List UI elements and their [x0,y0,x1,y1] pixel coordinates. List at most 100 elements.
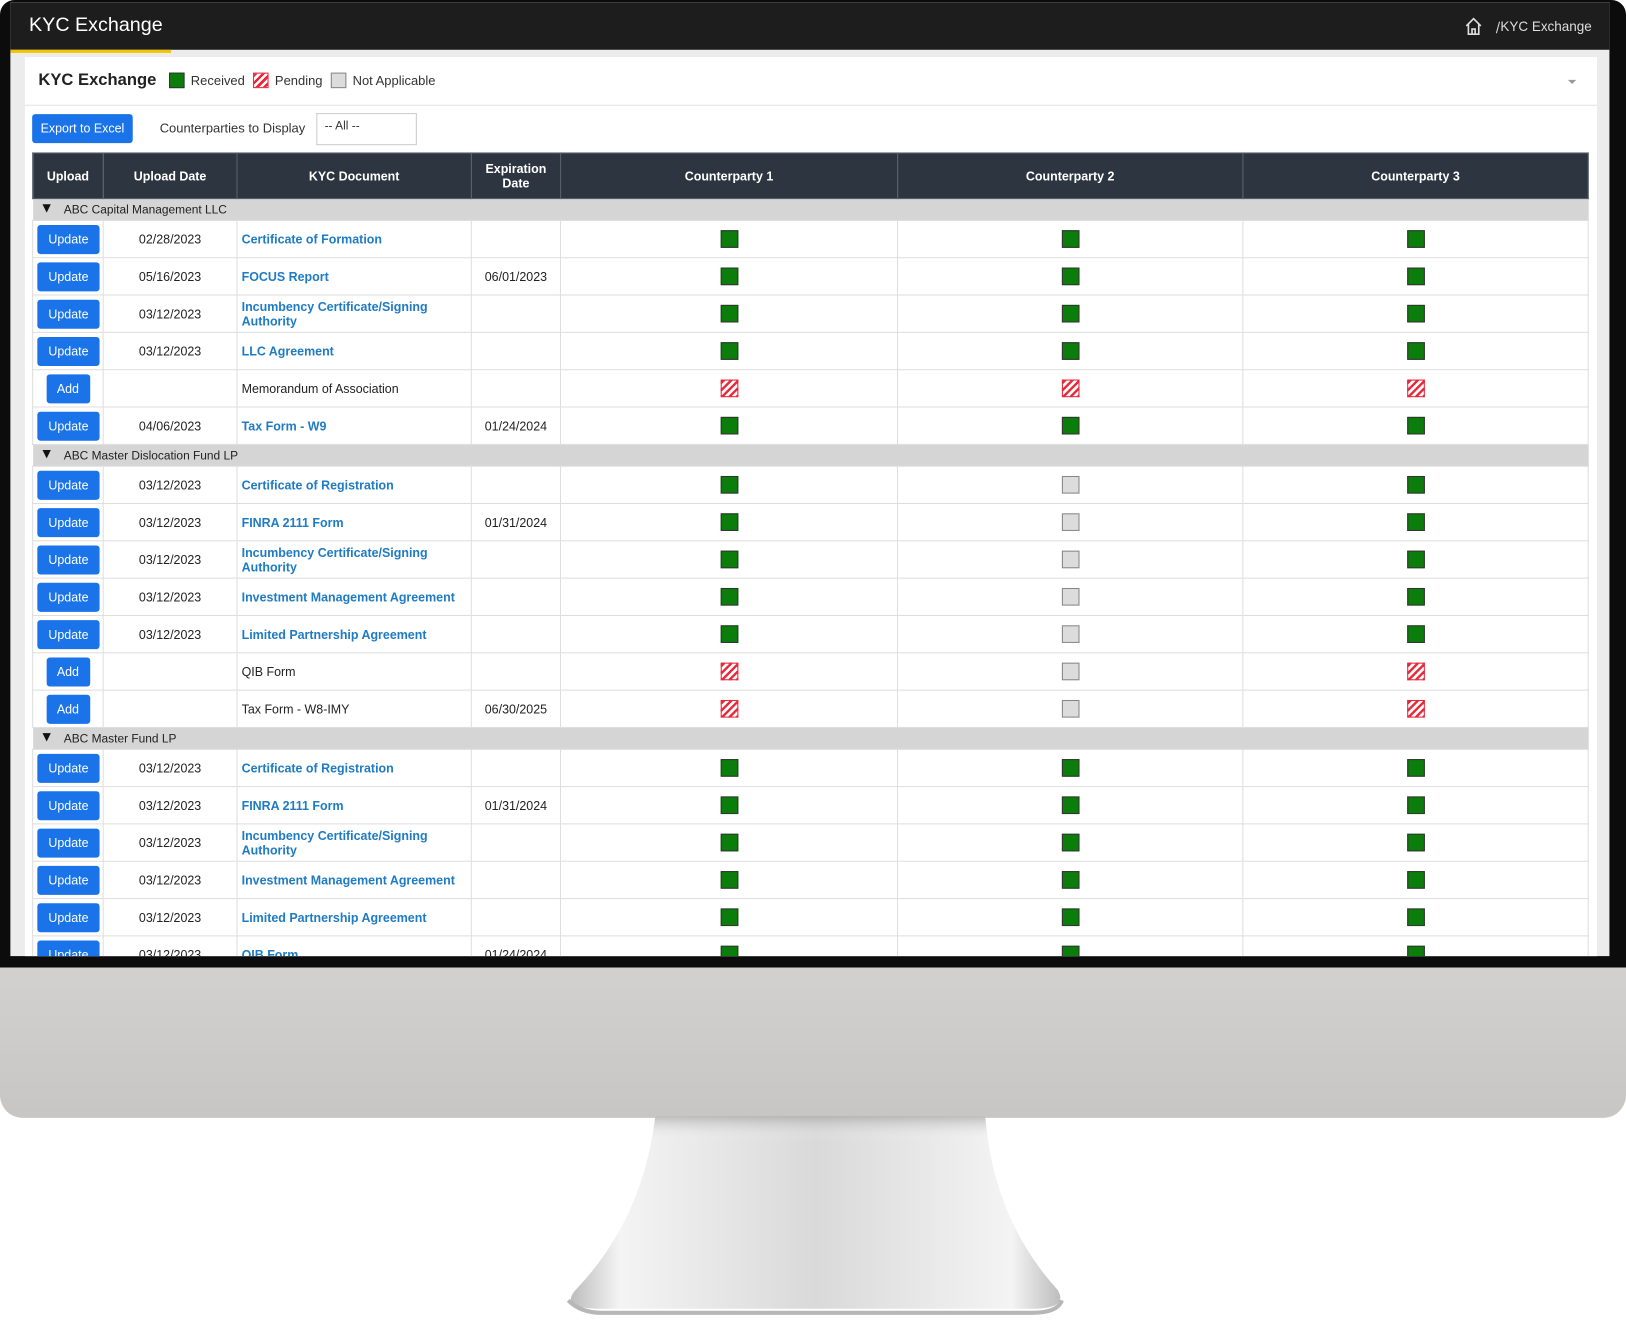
upload-button[interactable]: Add [46,373,90,403]
upload-cell: Add [32,369,104,408]
document-row: Add Tax Form - W8-IMY 06/30/2025 [32,689,1589,728]
document-cell: FOCUS Report [236,257,472,296]
status-indicator [1061,796,1079,815]
upload-button[interactable]: Add [46,656,90,686]
document-link[interactable]: Incumbency Certificate/Signing Authority [241,828,428,858]
document-link[interactable]: FINRA 2111 Form [241,797,344,813]
status-cell [1242,294,1589,333]
upload-button[interactable]: Update [37,753,100,783]
upload-button[interactable]: Update [37,582,100,612]
upload-button[interactable]: Update [37,865,100,895]
upload-button[interactable]: Add [46,694,90,724]
upload-cell: Update [32,823,104,862]
upload-button[interactable]: Update [37,828,100,858]
status-indicator [1406,416,1425,435]
document-row: Update 02/28/2023 Certificate of Formation [32,219,1589,259]
expiration-date: 01/31/2024 [484,797,548,813]
expiration-cell: 01/31/2024 [470,502,562,542]
document-link[interactable]: LLC Agreement [241,343,334,359]
group-toggle[interactable] [41,203,58,213]
status-indicator [1061,699,1079,718]
status-cell [559,823,899,862]
status-indicator [1406,871,1425,889]
status-cell [1242,406,1589,445]
breadcrumb[interactable]: KYC Exchange [1500,18,1592,35]
upload-button[interactable]: Update [37,224,100,254]
stand-shade [575,1115,1058,1291]
document-cell: QIB Form [236,652,472,691]
document-link[interactable]: Certificate of Formation [241,231,382,247]
upload-button[interactable]: Update [37,790,100,820]
upload-button[interactable]: Update [37,299,100,329]
upload-button[interactable]: Update [37,544,100,574]
legend: Received Pending Not Applicable [169,72,435,89]
document-cell: Memorandum of Association [236,369,472,408]
upload-button[interactable]: Update [37,619,100,649]
upload-button[interactable]: Update [37,902,100,932]
status-cell [1242,748,1589,788]
upload-button[interactable]: Update [37,411,100,441]
upload-date: 03/12/2023 [138,947,202,957]
document-link[interactable]: Investment Management Agreement [241,872,455,888]
status-cell [1242,652,1589,691]
status-cell [1242,331,1589,371]
status-cell [1242,540,1589,579]
document-link[interactable]: Certificate of Registration [241,760,394,776]
status-indicator [720,759,738,777]
document-link[interactable]: Tax Form - W9 [241,418,327,433]
status-indicator [720,475,738,494]
upload-button[interactable]: Update [37,470,100,500]
status-indicator [1061,587,1079,606]
kyc-table: Upload Upload Date KYC Document Expiration … [32,152,1589,957]
document-row: Update 03/12/2023 Certificate of Registrat… [32,465,1589,504]
breadcrumb-icons [1465,17,1501,36]
status-cell [1242,257,1589,296]
status-indicator [1406,379,1425,398]
upload-button[interactable]: Update [37,507,100,537]
upload-button[interactable]: Update [37,940,100,957]
status-indicator [720,379,738,398]
group-toggle[interactable] [41,449,58,459]
status-indicator [720,304,738,323]
header-row: Upload Upload Date KYC Document Expiration … [32,152,1589,200]
document-link[interactable]: Incumbency Certificate/Signing Authority [241,299,428,329]
document-cell: Certificate of Registration [236,748,472,788]
expiration-cell [470,748,562,788]
document-row: Update 03/12/2023 Incumbency Certificate/S… [32,823,1589,862]
status-cell [897,898,1244,937]
document-link[interactable]: Investment Management Agreement [241,589,455,605]
document-link[interactable]: Limited Partnership Agreement [241,909,427,925]
upload-date-cell [102,689,238,728]
document-link[interactable]: FINRA 2111 Form [241,514,344,530]
upload-date: 03/12/2023 [138,514,202,530]
export-button[interactable]: Export to Excel [32,114,133,144]
upload-button[interactable]: Update [37,261,100,291]
status-indicator [1061,871,1079,889]
document-link[interactable]: FOCUS Report [241,269,329,284]
upload-date-cell: 03/12/2023 [102,577,238,616]
column-header: Expiration Date [470,152,562,200]
collapse-icon[interactable] [1567,78,1577,86]
filter-select[interactable]: -- All -- [316,113,417,146]
status-cell [559,652,899,691]
status-cell [897,294,1244,333]
expiration-cell [470,540,562,579]
status-cell [897,652,1244,691]
document-link[interactable]: QIB Form [241,947,299,957]
upload-button[interactable]: Update [37,336,100,366]
status-indicator [720,513,738,531]
status-cell [897,257,1244,296]
document-link[interactable]: Incumbency Certificate/Signing Authority [241,544,428,574]
expiration-cell [470,294,562,333]
expiration-cell [470,614,562,654]
column-header: KYC Document [236,152,472,200]
upload-date: 03/12/2023 [138,343,202,359]
group-toggle[interactable] [41,732,58,742]
expiration-cell [470,577,562,616]
document-link[interactable]: Limited Partnership Agreement [241,626,427,642]
status-indicator [720,945,738,957]
document-link[interactable]: Certificate of Registration [241,477,394,493]
home-icon[interactable] [1465,17,1482,36]
expiration-cell [470,369,562,408]
